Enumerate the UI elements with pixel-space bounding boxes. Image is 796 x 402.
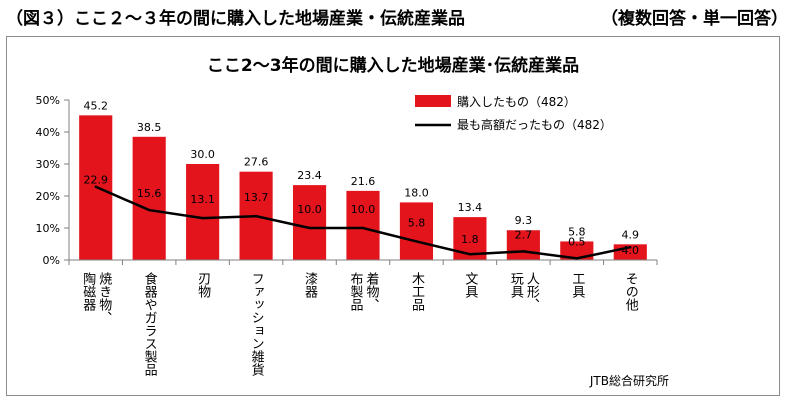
x-category-label: 刃物 bbox=[195, 272, 211, 299]
legend-line-label: 最も高額だったもの（482） bbox=[457, 117, 612, 132]
x-category-label: 工具 bbox=[569, 272, 585, 298]
line-point bbox=[147, 208, 151, 212]
line-point bbox=[201, 216, 204, 220]
figure-header: （図３）ここ２～３年の間に購入した地場産業・伝統産業品 （複数回答・単一回答） bbox=[0, 0, 796, 30]
y-tick-label: 10% bbox=[36, 222, 60, 235]
y-tick-label: 50% bbox=[36, 94, 60, 107]
bar bbox=[346, 190, 380, 260]
line-value-label: 4.0 bbox=[622, 244, 640, 257]
line-value-label: 0.5 bbox=[568, 235, 586, 248]
y-tick-label: 30% bbox=[36, 158, 60, 171]
x-category-label: 木工品 bbox=[409, 272, 425, 311]
bar bbox=[292, 185, 327, 260]
bar-value-label: 13.4 bbox=[458, 201, 483, 214]
line-value-label: 10.0 bbox=[351, 203, 376, 216]
line-value-label: 1.8 bbox=[461, 233, 479, 246]
bar-value-label: 30.0 bbox=[190, 148, 215, 161]
bar bbox=[399, 202, 434, 260]
line-point bbox=[522, 250, 525, 253]
x-category-label: 焼き物、 bbox=[96, 272, 112, 324]
bar-value-label: 4.9 bbox=[622, 228, 640, 241]
x-category-label: ファッション雑貨 bbox=[249, 272, 265, 376]
x-category-label: 陶磁器 bbox=[80, 271, 96, 312]
y-tick-label: 40% bbox=[36, 126, 60, 139]
legend-bar-label: 購入したもの（482） bbox=[457, 95, 576, 109]
bar bbox=[560, 241, 594, 260]
x-category-label: 食器やガラス製品 bbox=[142, 271, 158, 376]
x-category-label: 人形、 bbox=[524, 272, 540, 311]
line-value-label: 13.7 bbox=[244, 191, 269, 204]
line-value-label: 15.6 bbox=[137, 187, 162, 200]
x-category-label: 文具 bbox=[462, 272, 478, 298]
bar bbox=[506, 230, 540, 260]
line-point bbox=[468, 253, 472, 256]
bar-value-label: 27.6 bbox=[244, 156, 269, 169]
x-category-label: 布製品 bbox=[348, 272, 364, 311]
bar-value-label: 23.4 bbox=[297, 169, 322, 182]
legend-bar-swatch bbox=[415, 95, 451, 107]
chart-svg: ここ2～3年の間に購入した地場産業･伝統産業品 0% 10% 20% 30% 40% 50%… bbox=[36, 55, 658, 376]
line-value-label: 5.8 bbox=[408, 216, 426, 229]
bar bbox=[132, 136, 166, 260]
figure-note: （複数回答・単一回答） bbox=[601, 9, 788, 29]
bar-value-label: 18.0 bbox=[404, 186, 429, 199]
line-point bbox=[629, 246, 632, 249]
line-value-label: 13.1 bbox=[190, 193, 215, 206]
bar-value-label: 38.5 bbox=[137, 121, 162, 134]
x-category-label: 着物、 bbox=[364, 271, 380, 311]
line-point bbox=[94, 185, 97, 188]
chart-title: ここ2～3年の間に購入した地場産業･伝統産業品 bbox=[207, 55, 579, 76]
x-category-label: その他 bbox=[623, 272, 639, 312]
line-value-label: 2.7 bbox=[515, 228, 533, 241]
y-tick-label: 0% bbox=[43, 254, 60, 267]
x-category-label: 玩具 bbox=[508, 272, 524, 298]
line-point bbox=[308, 226, 311, 230]
bar-value-label: 21.6 bbox=[351, 175, 376, 188]
bar bbox=[186, 164, 220, 260]
line-point bbox=[361, 226, 365, 230]
line-point bbox=[575, 257, 579, 260]
figure-title: （図３）ここ２～３年の間に購入した地場産業・伝統産業品 bbox=[6, 9, 465, 29]
bar-value-label: 5.8 bbox=[568, 225, 586, 238]
chart-frame: ここ2～3年の間に購入した地場産業･伝統産業品 0% 10% 20% 30% 40% 50%… bbox=[6, 36, 780, 396]
bar-value-label: 9.3 bbox=[515, 214, 533, 227]
line-value-label: 22.9 bbox=[83, 174, 108, 187]
line-point bbox=[254, 214, 258, 218]
line-value-label: 10.0 bbox=[297, 203, 322, 216]
x-category-label: 漆器 bbox=[302, 271, 318, 299]
line-point bbox=[415, 240, 418, 243]
y-tick-label: 20% bbox=[36, 190, 60, 203]
bar-value-label: 45.2 bbox=[83, 99, 108, 112]
source-credit: JTB総合研究所 bbox=[589, 374, 669, 388]
